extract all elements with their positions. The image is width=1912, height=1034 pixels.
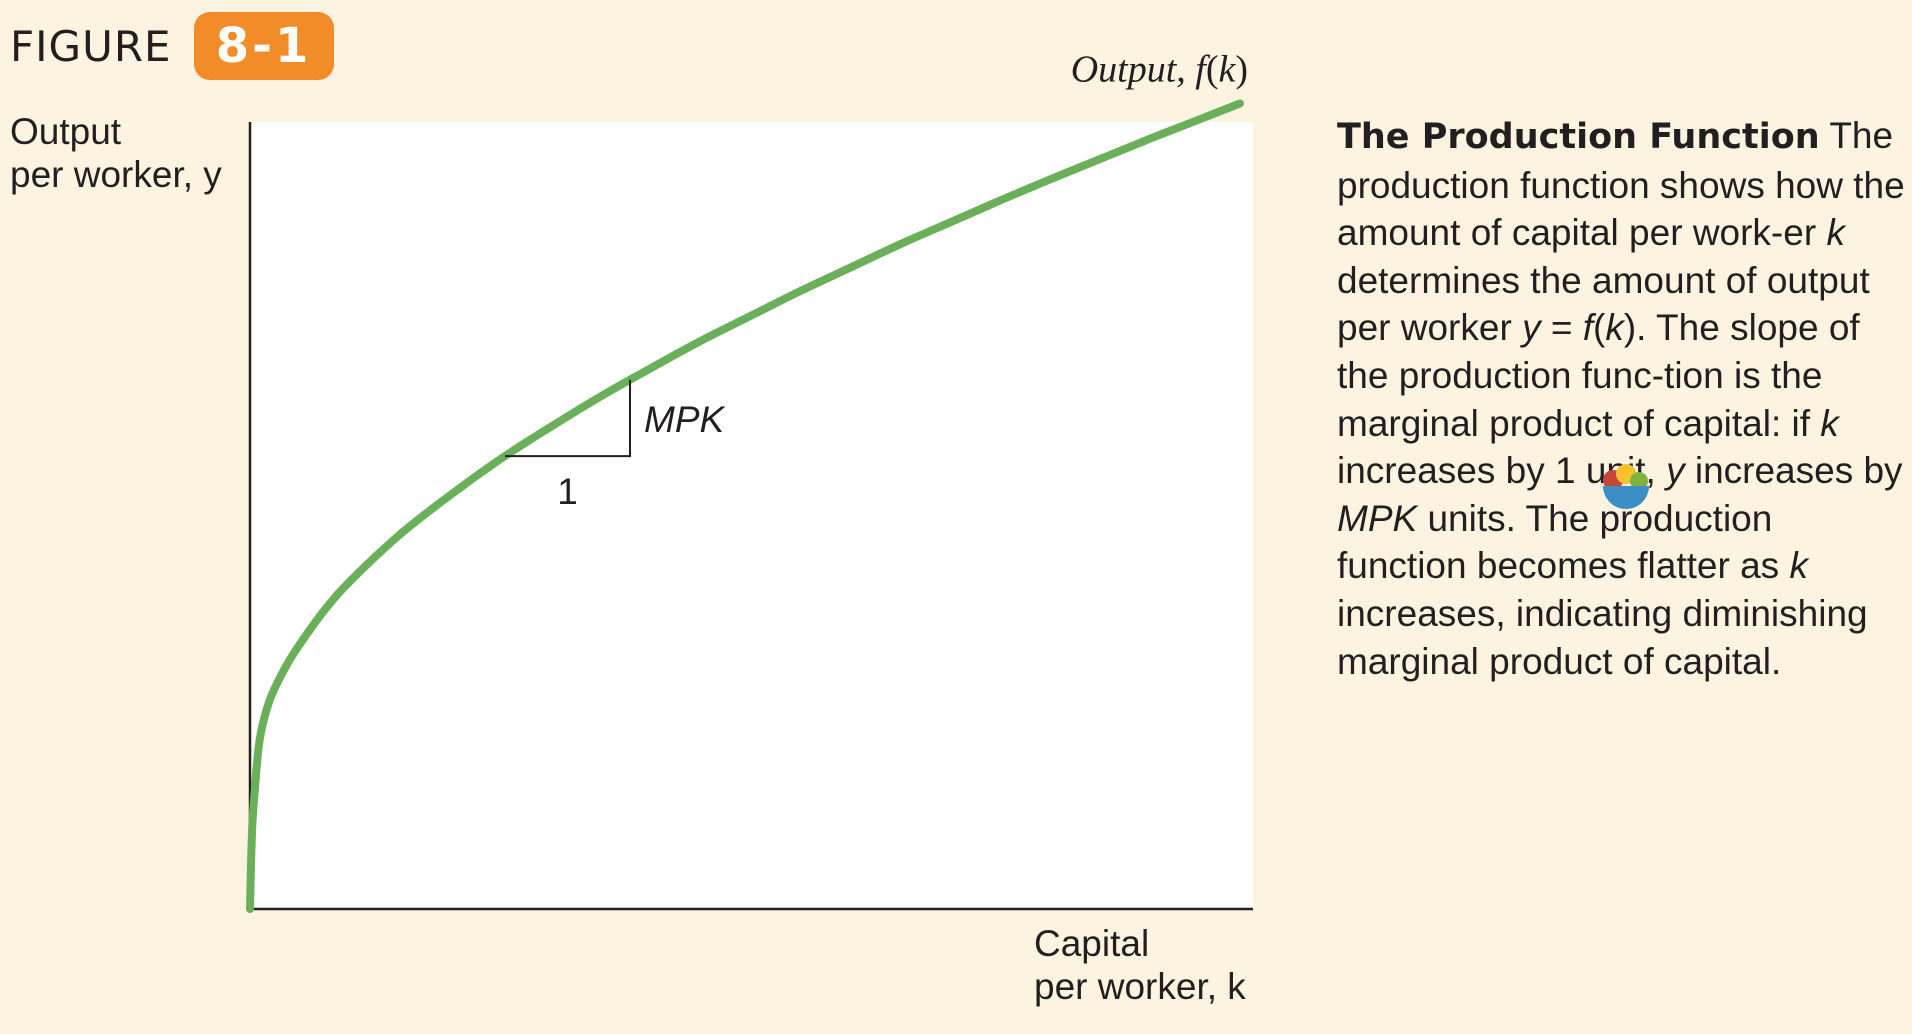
figure-header: FIGURE 8-1 bbox=[10, 12, 334, 80]
caption-title: The Production Function bbox=[1337, 117, 1820, 157]
y-axis-label: Output per worker, y bbox=[10, 110, 222, 196]
figure-number-badge: 8-1 bbox=[193, 12, 334, 80]
fruit-bowl-icon bbox=[1603, 464, 1649, 509]
mpk-slope-triangle bbox=[505, 379, 631, 458]
y-axis-label-line2: per worker, y bbox=[10, 154, 222, 195]
x-axis-label-line1: Capital bbox=[1034, 923, 1150, 964]
x-axis-label-line2: per worker, k bbox=[1034, 966, 1246, 1007]
plot-area bbox=[250, 122, 1253, 909]
series-label: Output, f(k) bbox=[1071, 49, 1248, 91]
mpk-label: MPK bbox=[644, 399, 727, 440]
caption-body: The production function shows how the am… bbox=[1337, 115, 1905, 682]
production-function-curve bbox=[246, 99, 1244, 913]
figure-label: FIGURE bbox=[10, 21, 172, 71]
run-label: 1 bbox=[557, 471, 578, 512]
y-axis-label-line1: Output bbox=[10, 111, 122, 152]
x-axis-label: Capital per worker, k bbox=[1034, 922, 1246, 1008]
figure-caption: The Production Function The production f… bbox=[1337, 112, 1907, 685]
